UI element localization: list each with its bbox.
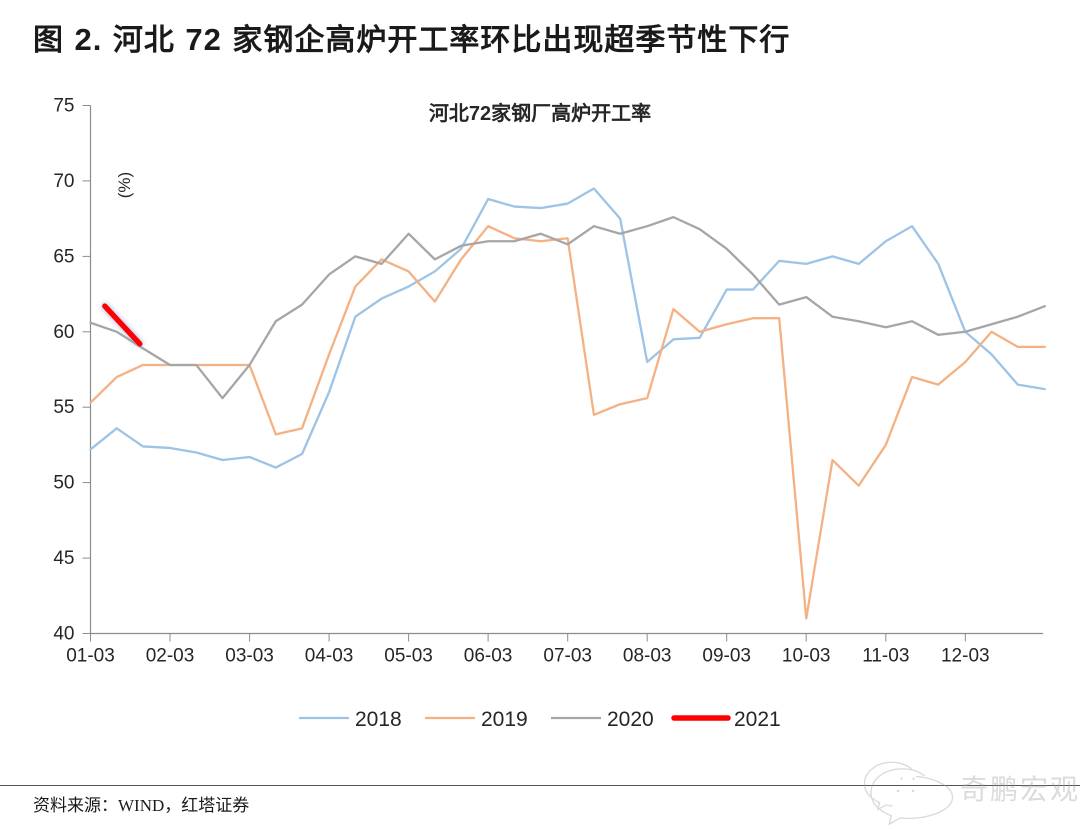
svg-text:奇鹏宏观: 奇鹏宏观: [960, 774, 1080, 805]
